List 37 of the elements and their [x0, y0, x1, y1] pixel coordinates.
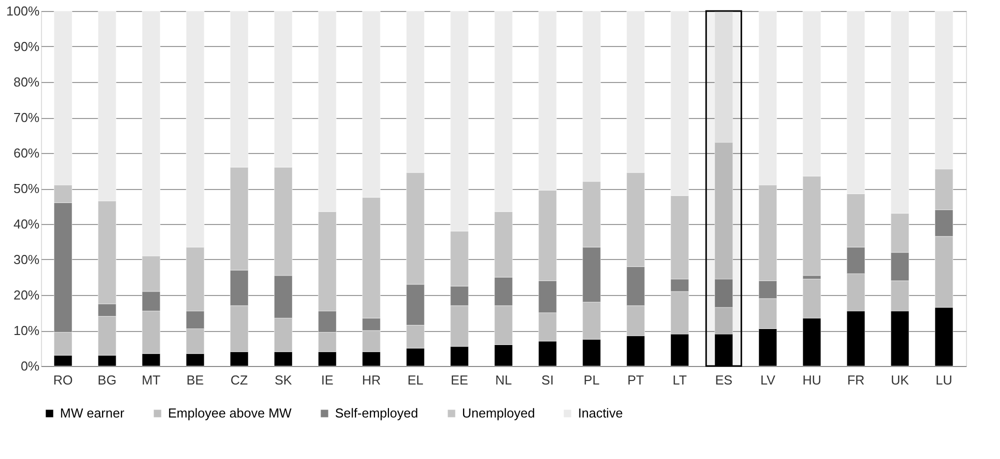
x-tick-label: ES [715, 372, 733, 388]
x-tick-label: FR [847, 372, 865, 388]
x-tick-label: CZ [230, 372, 248, 388]
legend-label: Unemployed [462, 406, 535, 421]
y-tick-label: 80% [13, 74, 40, 90]
x-tick-label: EE [450, 372, 468, 388]
y-tick-label: 30% [13, 252, 40, 267]
x-tick-label: SI [541, 372, 554, 388]
x-tick-label: UK [890, 372, 910, 388]
legend-label: MW earner [60, 406, 125, 421]
y-tick-label: 0% [20, 358, 40, 374]
x-tick-label: NL [495, 372, 512, 388]
y-tick-label: 10% [13, 323, 40, 338]
legend-label: Employee above MW [168, 406, 292, 421]
x-tick-label: IE [321, 372, 334, 388]
y-tick-label: 60% [13, 146, 40, 160]
y-tick-label: 100% [6, 4, 40, 18]
x-tick-label: PL [584, 372, 600, 388]
legend-label: Inactive [578, 406, 623, 421]
x-tick-label: LT [672, 372, 687, 388]
x-tick-label: SK [274, 372, 292, 388]
x-tick-label: LV [760, 372, 776, 388]
legend-label: Self-employed [335, 406, 418, 421]
x-tick-label: HU [802, 372, 822, 388]
x-tick-label: RO [53, 372, 73, 388]
x-tick-label: BE [186, 372, 204, 388]
y-tick-label: 20% [13, 288, 40, 302]
y-tick-label: 90% [13, 39, 40, 54]
x-tick-label: HR [362, 372, 381, 388]
y-tick-label: 40% [13, 216, 40, 232]
x-tick-label: BG [98, 372, 116, 388]
x-tick-label: LU [936, 372, 952, 388]
x-tick-label: PT [627, 372, 644, 388]
x-tick-label: MT [142, 372, 161, 388]
x-tick-label: EL [407, 372, 424, 388]
y-tick-label: 50% [13, 181, 40, 196]
y-tick-label: 70% [13, 110, 40, 125]
